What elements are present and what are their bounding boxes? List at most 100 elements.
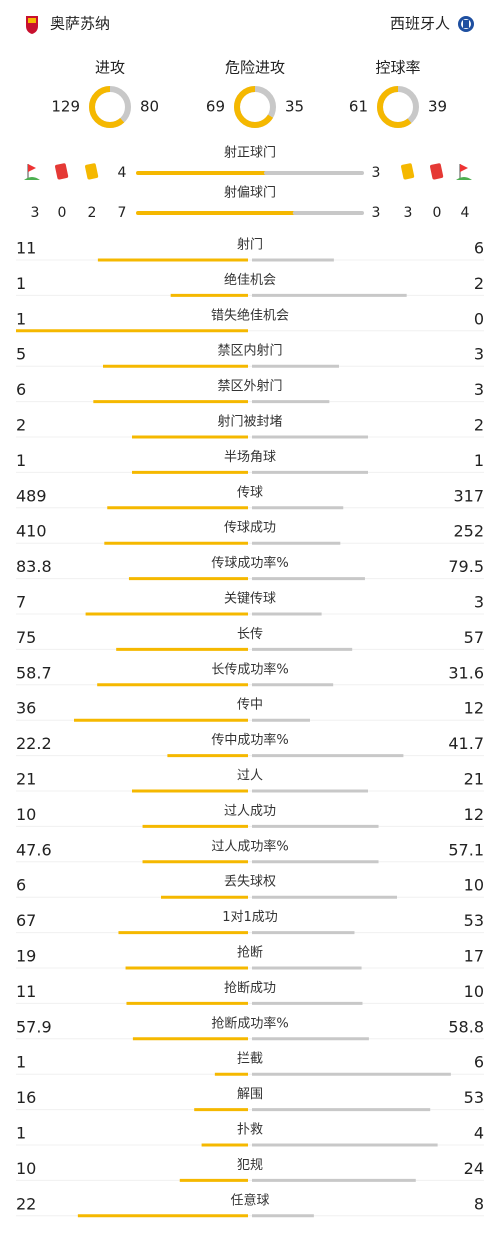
home-value: 10 (16, 1159, 36, 1178)
away-value: 41.7 (448, 734, 484, 753)
home-value: 1 (16, 274, 26, 293)
home-corners: 3 (31, 205, 40, 221)
away-value: 0 (474, 309, 484, 328)
away-value: 3 (372, 165, 381, 181)
home-value: 75 (16, 628, 36, 647)
home-value: 47.6 (16, 840, 52, 859)
away-corners: 4 (461, 205, 470, 221)
away-team: 西班牙人 (390, 15, 450, 33)
home-value: 7 (16, 593, 26, 612)
shot-label: 射正球门 (224, 145, 276, 161)
away-value: 57.1 (448, 840, 484, 859)
home-value: 69 (206, 98, 225, 116)
stat-label: 传中成功率% (211, 732, 288, 748)
home-value: 1 (16, 1053, 26, 1072)
away-corner-icon (456, 164, 472, 180)
home-value: 22.2 (16, 734, 52, 753)
home-value: 1 (16, 451, 26, 470)
stat-label: 拦截 (237, 1052, 263, 1067)
home-value: 410 (16, 522, 47, 541)
home-value: 2 (16, 416, 26, 435)
away-badge (458, 16, 474, 32)
home-value: 6 (16, 876, 26, 895)
away-value: 57 (464, 628, 484, 647)
stat-label: 传中 (237, 698, 263, 713)
away-value: 4 (474, 1124, 484, 1143)
home-value: 57.9 (16, 1017, 52, 1036)
home-value: 11 (16, 239, 36, 258)
stat-label: 半场角球 (224, 450, 276, 465)
away-value: 12 (464, 699, 484, 718)
home-value: 67 (16, 911, 36, 930)
home-value: 7 (118, 205, 127, 221)
home-value: 1 (16, 309, 26, 328)
away-value: 79.5 (448, 557, 484, 576)
stat-label: 射门 (237, 237, 263, 253)
home-value: 58.7 (16, 663, 52, 682)
home-value: 5 (16, 345, 26, 364)
home-value: 61 (349, 98, 368, 116)
away-value: 24 (464, 1159, 484, 1178)
home-value: 10 (16, 805, 36, 824)
away-value: 6 (474, 239, 484, 258)
stat-label: 任意球 (230, 1192, 269, 1208)
home-red: 0 (58, 205, 67, 221)
away-value: 31.6 (448, 663, 484, 682)
away-value: 53 (464, 1088, 484, 1107)
stat-label: 丢失球权 (224, 874, 276, 890)
home-value: 489 (16, 486, 47, 505)
home-value: 22 (16, 1194, 36, 1213)
away-value: 10 (464, 982, 484, 1001)
summary-label: 控球率 (375, 59, 420, 77)
home-value: 16 (16, 1088, 36, 1107)
stat-label: 过人成功 (224, 804, 276, 819)
home-value: 83.8 (16, 557, 52, 576)
away-value: 35 (285, 98, 304, 116)
stat-label: 过人 (237, 769, 263, 784)
home-red-icon (55, 163, 69, 180)
away-value: 21 (464, 770, 484, 789)
home-yellow: 2 (88, 205, 97, 221)
home-yellow-icon (85, 163, 99, 180)
away-value: 1 (474, 451, 484, 470)
summary-label: 进攻 (95, 59, 125, 77)
stat-label: 射门被封堵 (217, 414, 282, 430)
stat-label: 抢断 (237, 945, 263, 961)
home-value: 6 (16, 380, 26, 399)
stat-label: 长传 (237, 627, 263, 642)
away-value: 80 (140, 98, 159, 116)
away-value: 17 (464, 947, 484, 966)
home-value: 21 (16, 770, 36, 789)
stat-label: 过人成功率% (211, 838, 288, 854)
donut-home (89, 86, 131, 128)
home-badge (26, 16, 38, 34)
stat-label: 关键传球 (224, 592, 276, 607)
away-red-icon (430, 163, 444, 180)
stat-label: 抢断成功率% (211, 1015, 288, 1031)
home-team: 奥萨苏纳 (50, 15, 110, 33)
away-value: 8 (474, 1194, 484, 1213)
home-value: 1 (16, 1124, 26, 1143)
away-value: 317 (453, 486, 484, 505)
stat-label: 禁区内射门 (217, 343, 282, 359)
home-value: 11 (16, 982, 36, 1001)
stat-label: 传球成功率% (211, 555, 288, 571)
away-yellow-icon (401, 163, 415, 180)
away-red: 0 (433, 205, 442, 221)
stat-label: 犯规 (237, 1158, 263, 1173)
stat-label: 传球 (237, 485, 263, 500)
home-value: 36 (16, 699, 36, 718)
away-value: 2 (474, 274, 484, 293)
away-value: 53 (464, 911, 484, 930)
away-value: 58.8 (448, 1017, 484, 1036)
donut-home (234, 86, 276, 128)
stat-label: 禁区外射门 (217, 378, 282, 394)
away-value: 3 (474, 593, 484, 612)
away-value: 3 (474, 345, 484, 364)
summary-label: 危险进攻 (225, 59, 285, 77)
home-value: 4 (118, 165, 127, 181)
away-value: 3 (474, 380, 484, 399)
stat-label: 扑救 (237, 1122, 263, 1138)
